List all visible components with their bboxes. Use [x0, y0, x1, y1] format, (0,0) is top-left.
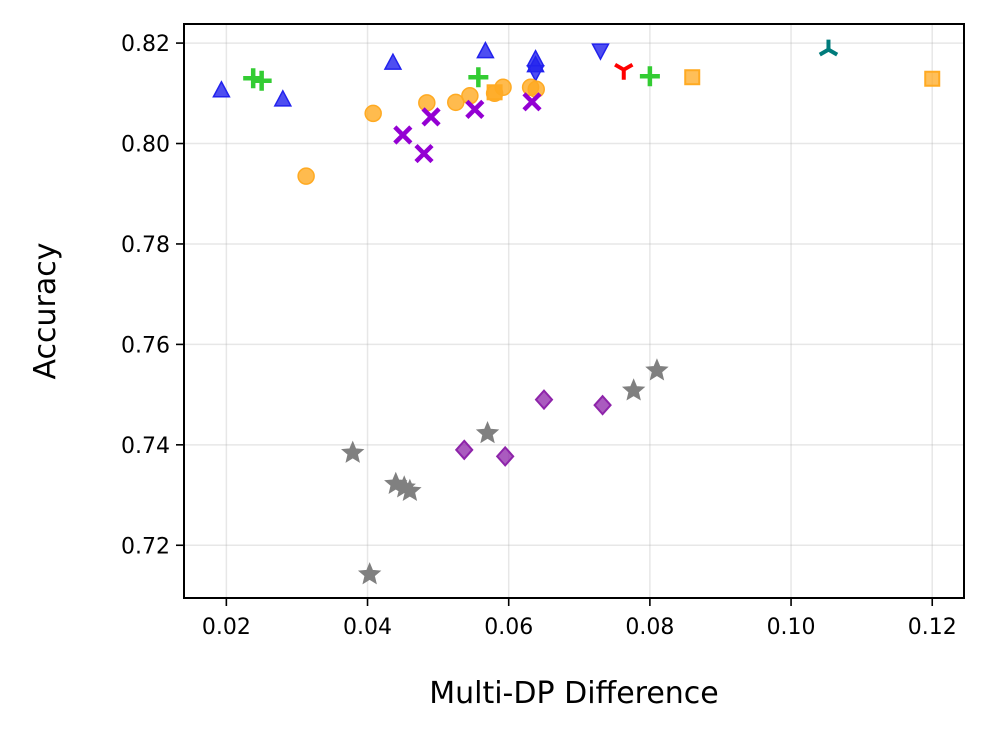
data-point-square: [684, 69, 701, 86]
data-point-triangle-up: [212, 80, 231, 98]
x-tick-label: 0.08: [625, 615, 674, 640]
y-axis-label: Accuracy: [28, 243, 63, 380]
data-point-diamond: [495, 445, 515, 467]
data-point-triangle-up: [273, 89, 293, 107]
x-tick-label: 0.10: [767, 615, 816, 640]
data-point-circle: [364, 104, 382, 123]
data-point-triangle-up: [383, 52, 403, 70]
data-points: [212, 39, 941, 585]
y-tick-label: 0.72: [121, 534, 170, 559]
data-point-tri-up: [818, 39, 839, 57]
data-point-x: [465, 99, 485, 119]
data-point-star: [475, 420, 500, 444]
data-point-star: [398, 478, 422, 501]
data-point-x: [522, 92, 542, 112]
data-point-circle: [418, 94, 436, 112]
x-axis-label: Multi-DP Difference: [429, 676, 719, 711]
data-point-star: [645, 358, 669, 381]
x-tick-label: 0.06: [484, 615, 533, 640]
data-point-x: [414, 143, 434, 164]
data-point-diamond: [593, 394, 612, 416]
data-point-tri-down: [614, 62, 634, 80]
data-point-x: [393, 125, 413, 145]
x-tick-label: 0.04: [343, 615, 392, 640]
data-point-star: [357, 562, 382, 585]
data-point-diamond: [534, 389, 554, 411]
data-point-triangle-down: [526, 64, 545, 83]
axis-ticks: 0.02 0.04 0.06 0.08 0.10 0.12 0.72 0.74 0.76 0.78…: [121, 32, 957, 640]
data-point-circle: [297, 167, 315, 185]
y-tick-label: 0.78: [121, 233, 170, 258]
grid-lines: [184, 24, 964, 598]
data-point-plus: [468, 67, 489, 88]
y-tick-label: 0.82: [121, 32, 170, 57]
x-tick-label: 0.02: [202, 615, 251, 640]
data-point-star: [341, 440, 365, 463]
data-point-square: [924, 70, 941, 87]
data-point-star: [621, 378, 646, 401]
y-tick-label: 0.74: [121, 434, 170, 459]
data-point-square: [486, 84, 503, 101]
data-point-diamond: [454, 439, 474, 461]
plot-frame: [183, 23, 965, 599]
x-tick-label: 0.12: [908, 615, 957, 640]
data-point-triangle-up: [476, 41, 495, 59]
data-point-plus: [251, 70, 272, 91]
y-tick-label: 0.76: [121, 333, 170, 358]
data-point-plus: [639, 66, 660, 87]
data-point-triangle-down: [591, 43, 610, 61]
data-point-x: [421, 107, 441, 127]
y-tick-label: 0.80: [121, 133, 170, 158]
data-point-circle: [447, 93, 465, 112]
